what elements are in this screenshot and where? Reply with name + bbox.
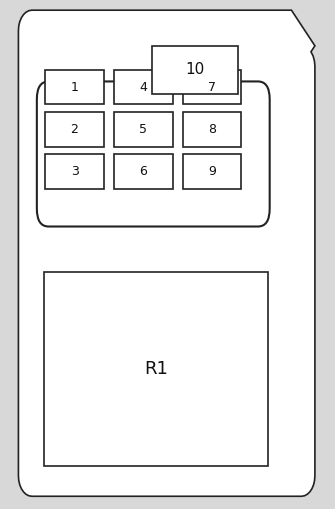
Bar	[114, 154, 173, 189]
Text: 2: 2	[71, 123, 78, 136]
Text: 1: 1	[71, 80, 78, 94]
Bar	[114, 70, 173, 104]
Bar	[44, 272, 268, 466]
Bar	[45, 112, 104, 147]
Bar	[114, 112, 173, 147]
Text: 5: 5	[139, 123, 147, 136]
Text: 7: 7	[208, 80, 216, 94]
Text: 3: 3	[71, 165, 78, 178]
FancyBboxPatch shape	[37, 81, 270, 227]
Bar	[183, 70, 241, 104]
Polygon shape	[18, 10, 315, 496]
Bar	[152, 46, 238, 94]
Bar	[45, 70, 104, 104]
Text: 6: 6	[139, 165, 147, 178]
Text: 4: 4	[139, 80, 147, 94]
Bar	[183, 154, 241, 189]
Text: 9: 9	[208, 165, 216, 178]
Text: 10: 10	[186, 63, 205, 77]
Text: 8: 8	[208, 123, 216, 136]
Bar	[45, 154, 104, 189]
Bar	[183, 112, 241, 147]
Text: R1: R1	[144, 360, 168, 378]
